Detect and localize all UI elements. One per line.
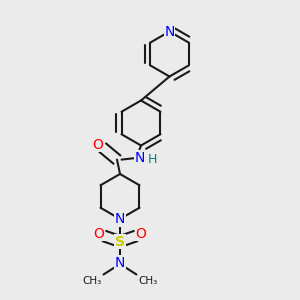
Text: O: O [136,227,146,241]
Text: O: O [93,138,104,152]
Text: O: O [94,227,104,241]
Text: S: S [115,235,125,248]
Text: CH₃: CH₃ [83,276,102,286]
Text: CH₃: CH₃ [138,276,157,286]
Text: N: N [164,25,175,38]
Text: H: H [147,153,157,166]
Text: N: N [115,256,125,270]
Text: N: N [115,212,125,226]
Text: N: N [134,151,145,165]
